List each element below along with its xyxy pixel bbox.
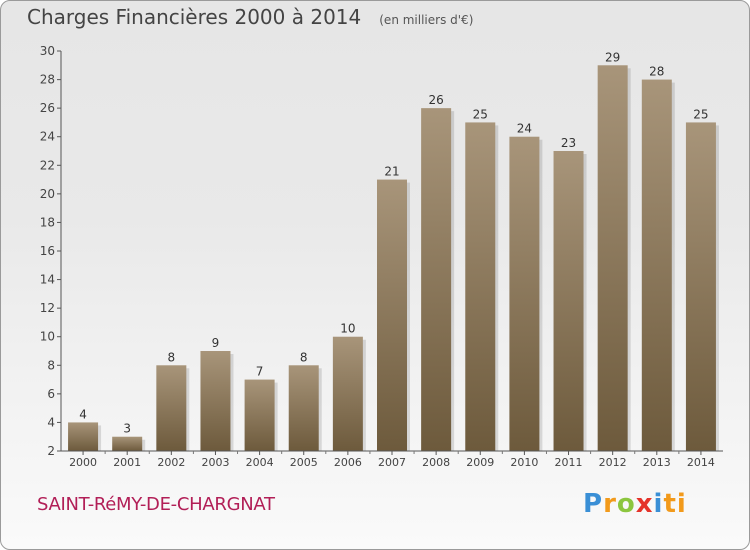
title-row: Charges Financières 2000 à 2014 (en mill… [27, 5, 473, 39]
bar-value-label: 25 [473, 107, 488, 121]
x-tick-label: 2005 [290, 456, 318, 469]
y-tick-label: 6 [47, 387, 55, 401]
x-tick-label: 2000 [69, 456, 97, 469]
x-tick-label: 2001 [113, 456, 141, 469]
logo-letter: r [603, 489, 617, 519]
chart-unit: (en milliers d'€) [379, 13, 474, 27]
bar [641, 79, 672, 452]
logo-letter: o [616, 489, 636, 519]
bar-value-label: 21 [384, 165, 399, 179]
y-tick-label: 30 [40, 44, 55, 58]
bar-value-label: 24 [517, 122, 532, 136]
y-tick-label: 28 [40, 73, 55, 87]
x-tick-label: 2012 [599, 456, 627, 469]
y-tick-label: 12 [40, 301, 55, 315]
bar-value-label: 26 [428, 93, 443, 107]
chart-title: Charges Financières 2000 à 2014 [27, 5, 362, 29]
x-tick-label: 2007 [378, 456, 406, 469]
logo-letter: P [583, 489, 604, 519]
x-tick-label: 2013 [643, 456, 671, 469]
bar [332, 336, 363, 451]
bar [377, 179, 407, 452]
x-tick-label: 2003 [201, 456, 229, 469]
bar-value-label: 25 [693, 107, 708, 121]
bar [156, 365, 187, 451]
x-tick-label: 2002 [157, 456, 185, 469]
x-tick-label: 2011 [555, 456, 583, 469]
y-tick-label: 22 [40, 158, 55, 172]
y-tick-label: 18 [40, 215, 55, 229]
bar [68, 422, 99, 451]
bar [200, 351, 231, 451]
y-tick-label: 16 [40, 244, 55, 258]
bar-value-label: 23 [561, 136, 576, 150]
bar [509, 136, 540, 451]
x-axis: 2000 2001 2002 2003 2004 2005 2006 2007 2008 2009… [61, 450, 723, 469]
y-tick-label: 10 [40, 330, 55, 344]
bar-value-label: 3 [123, 422, 131, 436]
bar [112, 436, 143, 451]
bar [685, 122, 716, 451]
bar [597, 65, 628, 452]
bar-value-label: 4 [79, 407, 87, 421]
logo-letter: x [635, 489, 654, 519]
x-tick-label: 2009 [466, 456, 494, 469]
bar-value-label: 28 [649, 65, 664, 79]
bar-value-label: 9 [212, 336, 220, 350]
bar [244, 379, 275, 451]
bar-value-label: 29 [605, 50, 620, 64]
bar [421, 108, 452, 452]
commune-name: SAINT-RéMY-DE-CHARGNAT [37, 494, 275, 515]
bars [68, 65, 716, 452]
bar [465, 122, 496, 451]
logo-letter: ti [663, 489, 687, 519]
bar [288, 365, 319, 451]
y-tick-label: 24 [40, 130, 55, 144]
bar-value-label: 8 [168, 350, 176, 364]
bar-value-label: 7 [256, 365, 264, 379]
x-tick-label: 2014 [687, 456, 715, 469]
y-tick-label: 8 [47, 358, 55, 372]
x-tick-label: 2008 [422, 456, 450, 469]
proxiti-logo: Proxiti [583, 489, 687, 519]
bar-value-label: 10 [340, 322, 355, 336]
logo-letter: i [653, 489, 664, 519]
bar-value-label: 8 [300, 350, 308, 364]
y-tick-label: 26 [40, 101, 55, 115]
y-tick-label: 4 [47, 415, 55, 429]
bar [553, 151, 584, 451]
y-tick-label: 14 [40, 273, 55, 287]
y-tick-label: 20 [40, 187, 55, 201]
x-tick-label: 2006 [334, 456, 362, 469]
value-labels: 4 3 8 9 7 8 10 21 26 25 24 23 29 28 25 [79, 50, 708, 435]
x-tick-label: 2004 [246, 456, 274, 469]
x-tick-label: 2010 [510, 456, 538, 469]
y-tick-label: 2 [47, 444, 55, 458]
